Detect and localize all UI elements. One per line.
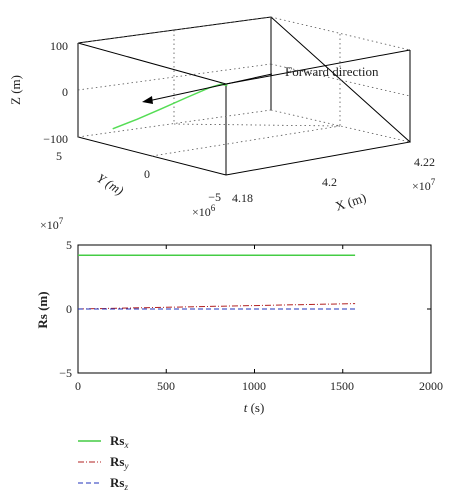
- z-tick-label: −100: [43, 132, 68, 146]
- legend-entry-rsx: Rsx: [78, 433, 128, 450]
- box-edges-3d: [77, 16, 412, 176]
- rs-x-tick-label: 1500: [330, 379, 354, 393]
- rs-x-axis-label: t (s): [244, 400, 265, 415]
- rs-x-tick-label: 0: [75, 379, 81, 393]
- x-axis-label-3d: X (m): [333, 190, 368, 214]
- trajectory-3d-plot: Forward direction 100 0 −100 Z (m) 5 0 −…: [8, 16, 436, 219]
- rs-time-plot: ×107 5 0 −5 0 500 1000 1500 2000 t (s) R…: [35, 216, 443, 415]
- rs-x-tick-label: 1000: [242, 379, 266, 393]
- y-tick-label: 0: [144, 167, 150, 181]
- x-exponent: ×107: [412, 177, 436, 193]
- y-exponent: ×106: [192, 203, 216, 219]
- rs-series-line-y: [77, 303, 356, 310]
- rs-x-tick-label: 2000: [419, 379, 443, 393]
- y-tick-label: 5: [56, 149, 62, 163]
- grid-3d: [77, 16, 411, 157]
- rs-x-tick-label: 500: [157, 379, 175, 393]
- rs-y-axis-label: Rs (m): [35, 291, 50, 328]
- rs-y-tick-label: 0: [66, 302, 72, 316]
- y-axis-label-3d: Y (m): [94, 170, 126, 198]
- x-tick-label: 4.2: [322, 175, 337, 189]
- x-tick-label: 4.18: [232, 191, 253, 205]
- rs-y-tick-label: 5: [66, 238, 72, 252]
- x-tick-label: 4.22: [414, 155, 435, 169]
- rs-exponent: ×107: [40, 216, 64, 232]
- legend-label-rsy: Rsy: [110, 454, 128, 471]
- z-axis-label: Z (m): [8, 75, 23, 105]
- forward-direction-annotation: Forward direction: [285, 64, 379, 79]
- legend-entry-rsy: Rsy: [78, 454, 128, 471]
- z-tick-label: 100: [50, 39, 68, 53]
- legend-entry-rsz: Rsz: [78, 475, 128, 492]
- rs-series-group: [77, 254, 356, 310]
- trajectory-curve: [112, 83, 228, 130]
- legend-label-rsz: Rsz: [110, 475, 128, 492]
- rs-legend: Rsx Rsy Rsz: [78, 433, 128, 492]
- legend-label-rsx: Rsx: [110, 433, 128, 450]
- rs-y-tick-label: −5: [59, 366, 72, 380]
- y-tick-label: −5: [208, 190, 221, 204]
- z-tick-label: 0: [62, 85, 68, 99]
- forward-direction-arrow: [142, 73, 273, 104]
